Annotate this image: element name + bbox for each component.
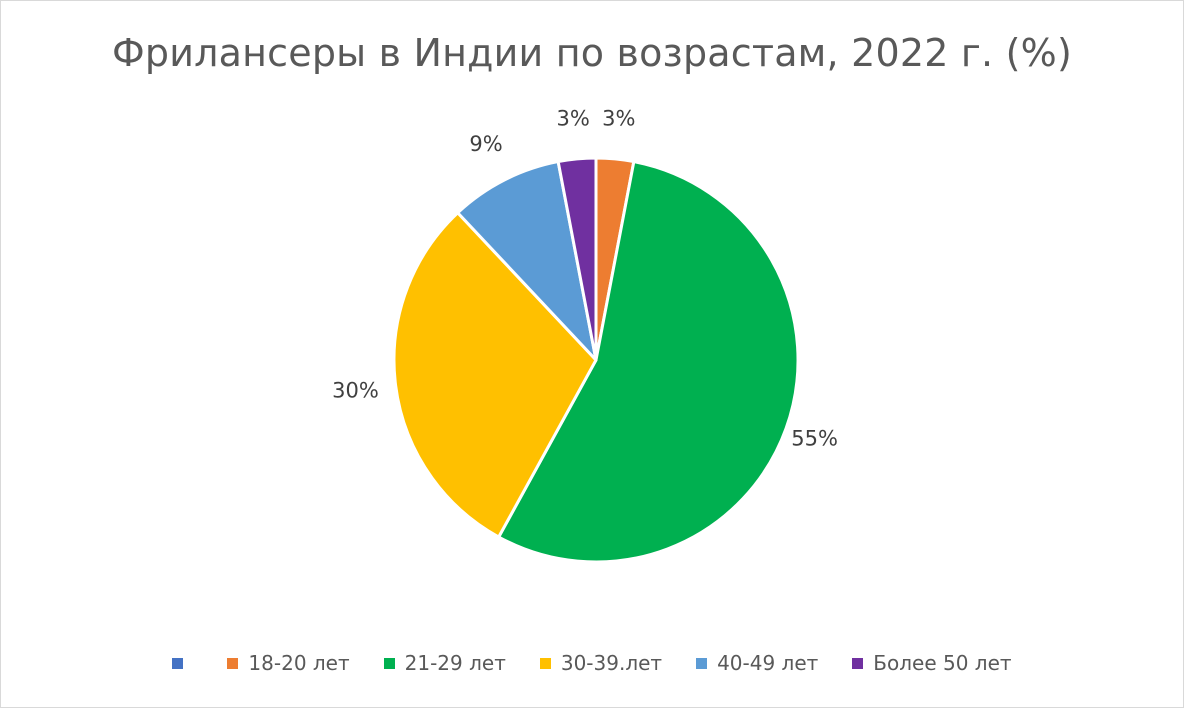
data-label: 9%: [469, 132, 502, 156]
legend-item: 30-39.лет: [539, 651, 663, 675]
legend-label: 30-39.лет: [560, 651, 663, 675]
legend-item: 18-20 лет: [227, 651, 350, 675]
data-label: 30%: [332, 378, 379, 402]
legend-swatch: [227, 657, 239, 669]
legend-swatch: [852, 657, 864, 669]
legend-label: 40-49 лет: [717, 651, 819, 675]
pie-slice: [392, 211, 598, 539]
data-label: 55%: [791, 427, 838, 451]
legend-item: 40-49 лет: [696, 651, 818, 675]
legend-swatch: [172, 657, 184, 669]
legend-label: Более 50 лет: [873, 651, 1012, 675]
pie-slice: [456, 160, 598, 362]
legend-label: 21-29 лет: [404, 651, 506, 675]
chart-title: Фрилансеры в Индии по возрастам, 2022 г.…: [112, 31, 1072, 75]
pie-slice: [556, 156, 598, 362]
data-label: 3%: [557, 107, 590, 131]
legend-swatch: [383, 657, 395, 669]
legend-swatch: [696, 657, 708, 669]
legend-swatch: [539, 657, 551, 669]
legend-label: 18-20 лет: [248, 651, 350, 675]
chart-legend: 18-20 лет 21-29 лет 30-39.лет 40-49 лет Боле…: [1, 651, 1183, 675]
pie-slice: [497, 160, 800, 564]
legend-item: Более 50 лет: [852, 651, 1012, 675]
data-label: 3%: [602, 107, 635, 131]
legend-item: [172, 657, 193, 669]
legend-item: 21-29 лет: [383, 651, 506, 675]
